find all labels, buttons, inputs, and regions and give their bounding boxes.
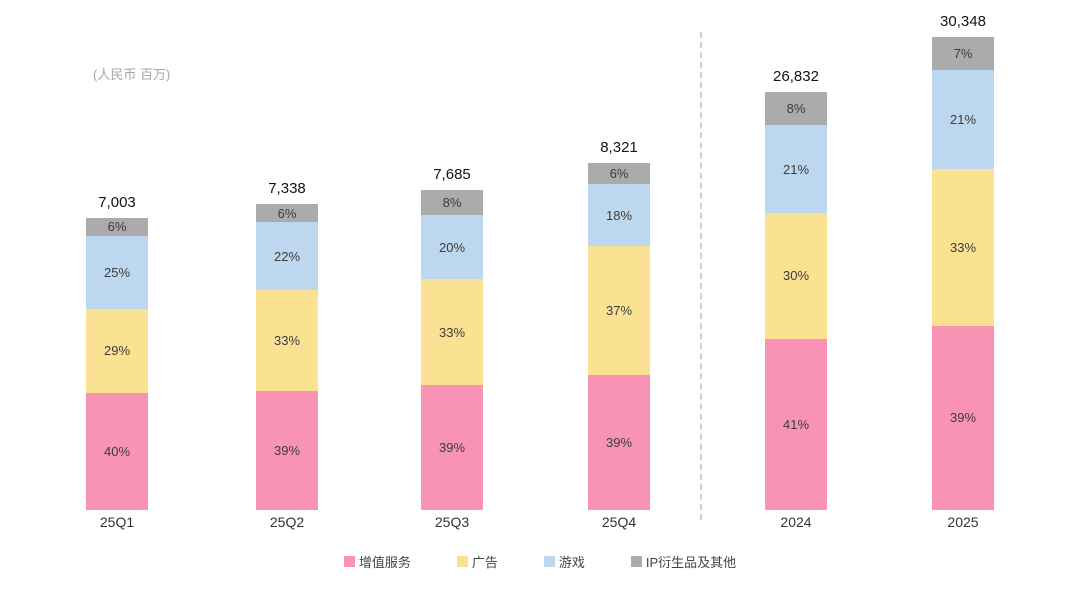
unit-note: (人民币 百万) [93,67,171,82]
percent-label: 21% [949,112,977,128]
segment: 29% [86,308,148,394]
total-label: 7,685 [433,165,471,183]
percent-label: 29% [103,343,131,359]
percent-label: 18% [605,207,633,223]
quarter-year-separator-line [700,32,702,520]
x-axis-label: 2024 [780,514,812,530]
segment: 21% [932,70,994,170]
legend-label: 游戏 [558,555,585,570]
segment: 8% [421,189,483,216]
bar-column-2024: 26,832 8% 21% 30% 41% [736,68,856,510]
legend-swatch [543,556,555,567]
percent-label: 39% [273,442,301,458]
bar-column-25Q3: 7,685 8% 20% 33% 39% [392,166,512,510]
segment: 41% [765,338,827,510]
percent-label: 25% [103,264,131,280]
percent-label: 21% [782,161,810,177]
total-label: 8,321 [600,139,638,157]
segment: 8% [765,91,827,126]
x-axis-label: 2025 [947,514,979,530]
percent-label: 41% [782,416,810,432]
percent-label: 6% [277,205,297,221]
bar-column-25Q1: 7,003 6% 25% 29% 40% [57,194,177,510]
x-axis-label: 25Q4 [601,514,637,530]
segment: 6% [86,218,148,236]
legend: 增值服务 广告 游戏 IP衍生品及其他 [0,552,1080,571]
percent-label: 39% [605,434,633,450]
legend-item: 广告 [456,552,498,571]
legend-item: 游戏 [543,552,585,571]
segment: 39% [256,390,318,510]
legend-label: 广告 [471,555,498,570]
segment: 6% [588,163,650,184]
percent-label: 40% [103,444,131,460]
percent-label: 39% [438,440,466,455]
segment: 39% [421,385,483,510]
segment: 25% [86,235,148,309]
percent-label: 6% [107,219,127,235]
legend-swatch [343,556,355,567]
x-axis-label: 25Q1 [99,514,135,530]
segment: 20% [421,215,483,280]
percent-label: 6% [609,165,629,181]
segment: 21% [765,125,827,213]
segment: 37% [588,246,650,375]
legend-swatch [630,556,642,567]
bar-column-25Q2: 7,338 6% 22% 33% 39% [227,180,347,510]
percent-label: 33% [273,332,301,348]
percent-label: 22% [273,248,301,264]
bar-stack: 8% 21% 30% 41% [765,91,827,510]
bar-stack: 6% 25% 29% 40% [86,218,148,510]
percent-label: 33% [438,324,466,340]
total-label: 7,003 [98,194,136,212]
percent-label: 7% [953,45,973,61]
segment: 33% [421,279,483,385]
percent-label: 33% [949,239,977,255]
segment: 7% [932,36,994,71]
legend-label: 增值服务 [358,555,411,570]
bar-column-2025: 30,348 7% 21% 33% 39% [903,13,1023,510]
percent-label: 20% [438,239,466,255]
segment: 33% [256,289,318,391]
bar-stack: 6% 22% 33% 39% [256,204,318,510]
x-axis-label: 25Q2 [269,514,305,530]
legend-item: 增值服务 [343,552,411,571]
legend-item: IP衍生品及其他 [630,552,737,571]
bar-stack: 7% 21% 33% 39% [932,36,994,510]
bar-stack: 6% 18% 37% 39% [588,163,650,510]
legend-swatch [456,556,468,567]
segment: 39% [588,374,650,510]
percent-label: 30% [782,268,810,284]
percent-label: 8% [786,100,806,116]
segment: 40% [86,393,148,510]
total-label: 30,348 [940,12,986,30]
percent-label: 8% [442,194,462,210]
percent-label: 37% [605,303,633,318]
percent-label: 39% [949,410,977,426]
segment: 39% [932,325,994,510]
total-label: 26,832 [773,67,819,85]
segment: 22% [256,222,318,290]
bar-stack: 8% 20% 33% 39% [421,189,483,510]
total-label: 7,338 [268,180,306,198]
segment: 30% [765,213,827,339]
bar-column-25Q4: 8,321 6% 18% 37% 39% [559,139,679,510]
legend-label: IP衍生品及其他 [645,555,737,570]
segment: 33% [932,169,994,326]
x-axis-label: 25Q3 [434,514,470,530]
segment: 18% [588,183,650,247]
segment: 6% [256,204,318,223]
